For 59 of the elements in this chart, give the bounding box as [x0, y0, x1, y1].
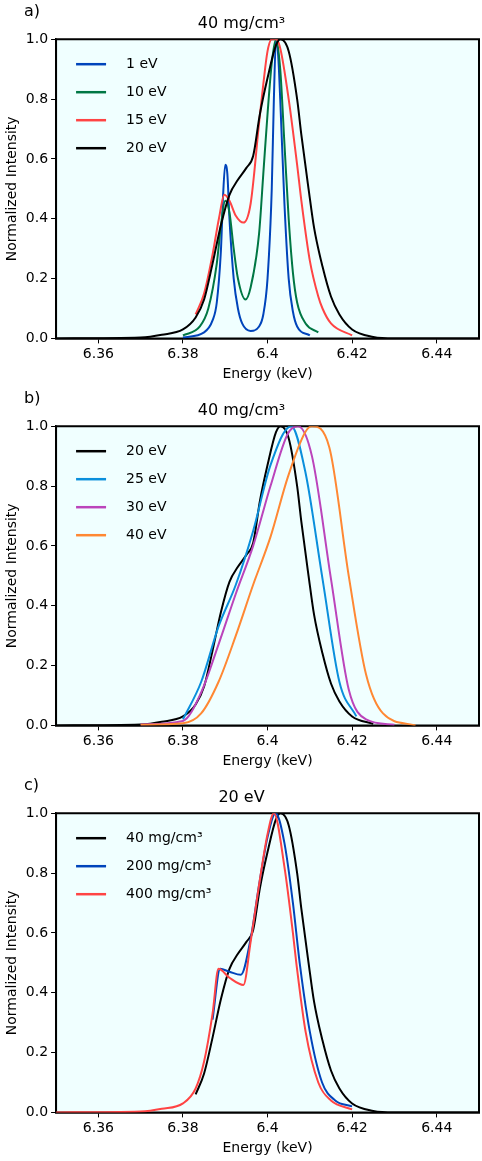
legend-label: 40 eV — [126, 525, 167, 542]
text: b) — [24, 388, 41, 408]
y-tick-label: 0.0 — [25, 329, 49, 346]
x-tick-label: 6.42 — [336, 732, 368, 749]
y-tick-label: 0.6 — [25, 149, 49, 166]
text: c) — [24, 775, 40, 795]
x-tick-label: 6.4 — [256, 732, 279, 749]
chart-title: 40 mg/cm³ — [197, 399, 286, 419]
x-tick-label: 6.4 — [256, 1119, 279, 1136]
y-tick-label: 0.6 — [25, 923, 49, 940]
y-tick-label: 1.0 — [25, 803, 49, 820]
y-tick-label: 0.2 — [25, 656, 49, 673]
y-tick-label: 0.4 — [25, 596, 49, 613]
y-tick-label: 0.2 — [25, 269, 49, 286]
legend-label: 15 eV — [126, 110, 167, 127]
line-series — [211, 813, 354, 1108]
x-axis-title: Energy (keV) — [222, 365, 313, 382]
y-tick-label: 0.6 — [25, 536, 49, 553]
y-tick-label: 1.0 — [25, 29, 49, 46]
y-tick-label: 0.2 — [25, 1043, 49, 1060]
y-axis-title: Normalized Intensity — [3, 116, 20, 262]
legend-label: 25 eV — [126, 469, 167, 486]
y-tick-label: 0.0 — [25, 1103, 49, 1120]
text: a) — [24, 1, 41, 21]
chart-title: 40 mg/cm³ — [197, 12, 286, 32]
y-tick-label: 0.8 — [25, 476, 49, 493]
y-axis-title: Normalized Intensity — [3, 890, 20, 1036]
x-tick-label: 6.44 — [421, 345, 453, 362]
y-tick-label: 0.4 — [25, 209, 49, 226]
legend-label: 1 eV — [126, 54, 159, 71]
x-axis-title: Energy (keV) — [222, 1139, 313, 1156]
legend-label: 20 eV — [126, 441, 167, 458]
line-series — [194, 39, 354, 337]
x-tick-label: 6.38 — [167, 1119, 199, 1136]
x-axis-title: Energy (keV) — [222, 752, 313, 769]
legend-label: 40 mg/cm³ — [126, 828, 203, 845]
chart-title: 20 eV — [218, 786, 265, 806]
x-tick-label: 6.36 — [82, 1119, 115, 1136]
y-tick-label: 0.4 — [25, 983, 49, 1000]
y-tick-label: 0.0 — [25, 716, 49, 733]
line-series — [181, 426, 358, 721]
x-tick-label: 6.44 — [421, 732, 453, 749]
x-tick-label: 6.38 — [167, 345, 199, 362]
legend-label: 400 mg/cm³ — [126, 884, 212, 901]
x-tick-label: 6.36 — [82, 345, 115, 362]
x-tick-label: 6.38 — [167, 732, 199, 749]
y-axis-title: Normalized Intensity — [3, 503, 20, 649]
legend-label: 200 mg/cm³ — [126, 856, 212, 873]
x-tick-label: 6.42 — [336, 1119, 368, 1136]
x-tick-label: 6.44 — [421, 1119, 453, 1136]
x-tick-label: 6.36 — [82, 732, 115, 749]
y-tick-label: 0.8 — [25, 89, 49, 106]
x-tick-label: 6.4 — [256, 345, 279, 362]
x-tick-label: 6.42 — [336, 345, 368, 362]
y-tick-label: 1.0 — [25, 416, 49, 433]
y-tick-label: 0.8 — [25, 863, 49, 880]
legend-label: 20 eV — [126, 138, 167, 155]
legend-label: 30 eV — [126, 497, 167, 514]
legend-label: 10 eV — [126, 82, 167, 99]
